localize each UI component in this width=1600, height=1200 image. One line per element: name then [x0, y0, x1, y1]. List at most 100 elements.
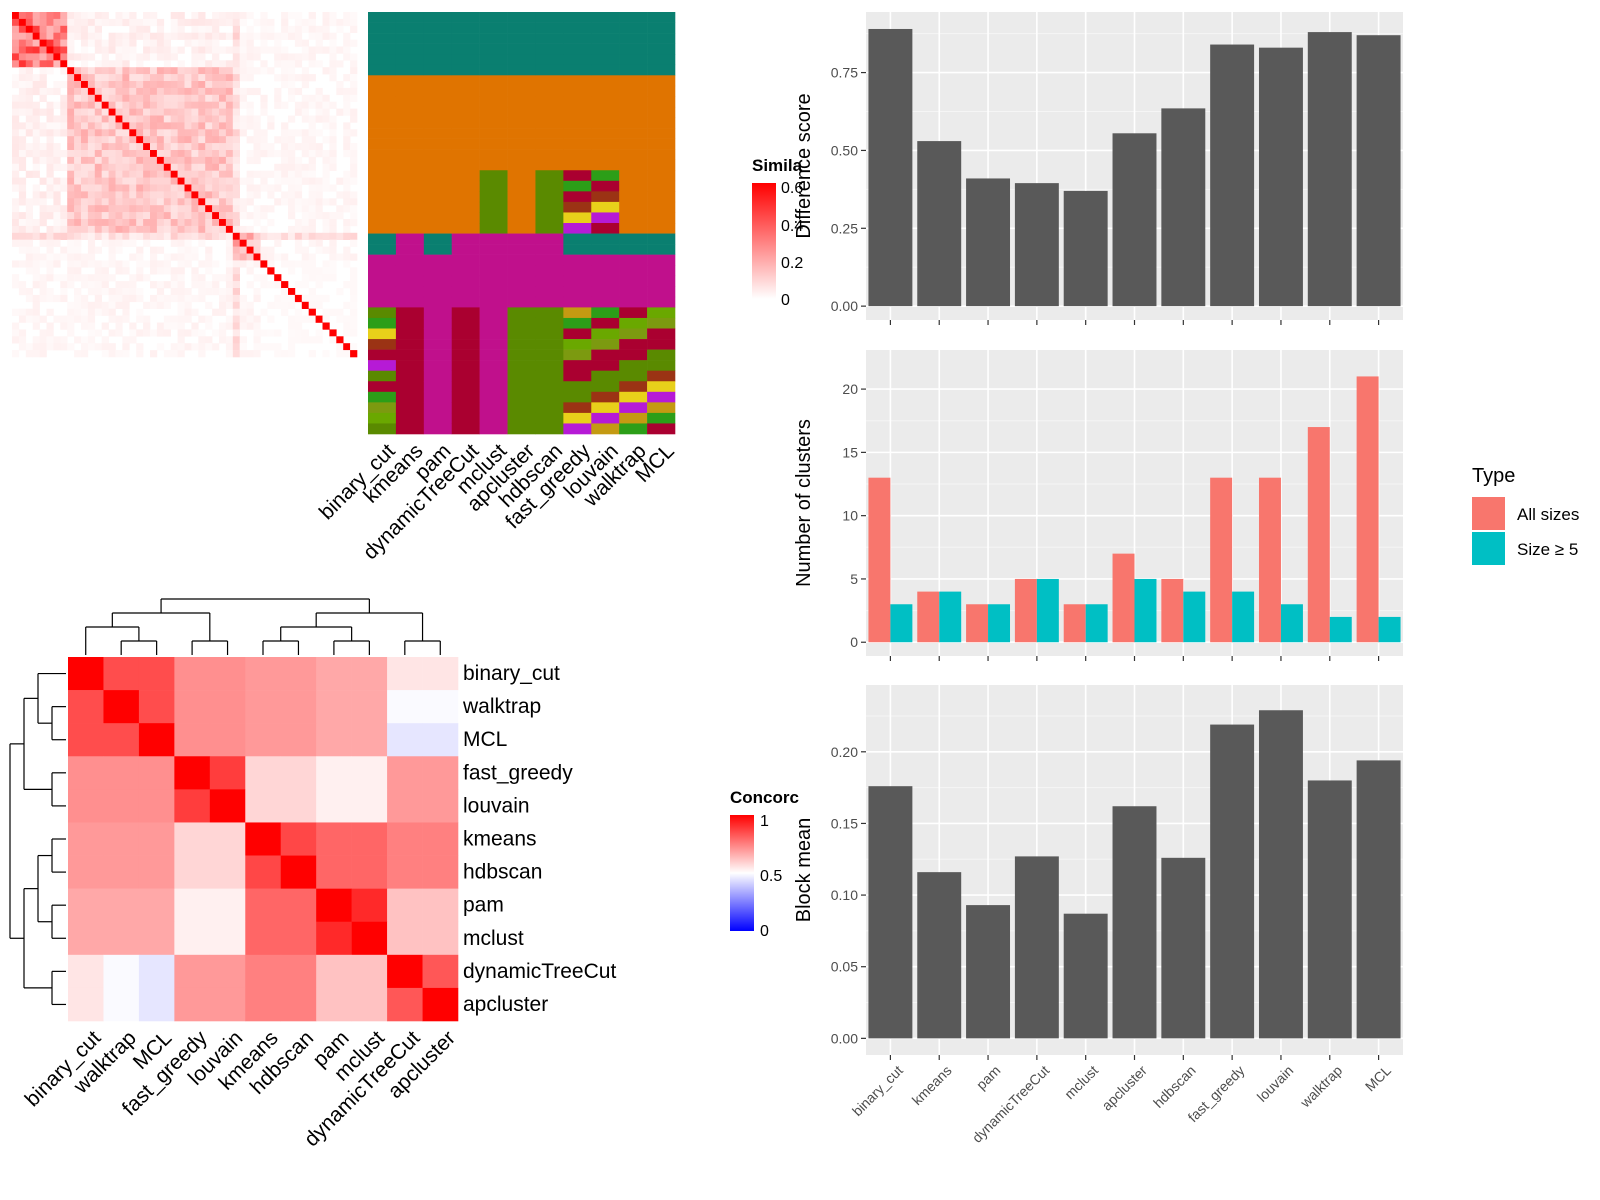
- similarity-cell: [315, 336, 323, 344]
- similarity-cell: [170, 53, 178, 61]
- cluster-cell: [563, 128, 592, 139]
- similarity-cell: [308, 219, 316, 227]
- similarity-cell: [67, 67, 75, 75]
- similarity-cell: [115, 74, 123, 82]
- similarity-cell: [53, 156, 61, 165]
- cluster-cell: [647, 423, 676, 435]
- cluster-cell: [619, 128, 648, 139]
- similarity-cell: [108, 115, 116, 123]
- similarity-cell: [115, 108, 123, 116]
- similarity-cell: [350, 288, 358, 296]
- similarity-cell: [156, 74, 165, 82]
- similarity-cell: [232, 315, 240, 323]
- similarity-cell: [129, 163, 137, 171]
- cluster-cell: [563, 54, 592, 66]
- similarity-cell: [87, 94, 96, 102]
- cluster-cell: [423, 159, 453, 171]
- similarity-cell: [143, 163, 151, 171]
- cluster-cell: [535, 212, 564, 224]
- cluster-cell: [647, 391, 676, 403]
- cluster-cell: [619, 33, 648, 44]
- similarity-cell: [32, 46, 40, 54]
- similarity-cell: [281, 232, 289, 240]
- similarity-cell: [212, 329, 220, 337]
- similarity-cell: [232, 212, 240, 220]
- similarity-cell: [101, 177, 109, 185]
- similarity-cell: [163, 253, 171, 261]
- cluster-cell: [507, 128, 536, 139]
- similarity-cell: [177, 253, 185, 261]
- similarity-cell: [184, 150, 192, 158]
- similarity-cell: [184, 253, 192, 261]
- y-tick-label: 20: [842, 381, 858, 397]
- similarity-cell: [225, 267, 234, 275]
- similarity-cell: [53, 25, 61, 33]
- similarity-cell: [212, 260, 220, 268]
- y-tick-label: 15: [842, 444, 858, 460]
- similarity-cell: [18, 25, 27, 33]
- similarity-cell: [191, 115, 199, 123]
- x-tick-label: walktrap: [1296, 1062, 1345, 1111]
- cluster-cell: [507, 317, 536, 329]
- similarity-cell: [74, 191, 82, 199]
- similarity-cell: [315, 191, 323, 199]
- similarity-cell: [191, 67, 199, 75]
- concordance-heatmap-panel: binary_cutwalktrapMCLfast_greedylouvaink…: [9, 598, 799, 1151]
- similarity-cell: [288, 294, 296, 303]
- similarity-cell: [53, 315, 61, 323]
- bar: [1014, 856, 1059, 1039]
- similarity-cell: [225, 46, 234, 54]
- similarity-cell: [322, 115, 330, 123]
- similarity-cell: [129, 87, 137, 96]
- similarity-legend-colorbar: [752, 183, 776, 299]
- similarity-cell: [246, 260, 254, 268]
- similarity-cell: [198, 115, 206, 123]
- similarity-cell: [39, 239, 47, 247]
- similarity-cell: [39, 67, 47, 75]
- cluster-cell: [451, 159, 480, 171]
- concordance-cell: [387, 987, 423, 1022]
- cluster-cell: [423, 254, 453, 266]
- cluster-cell: [395, 180, 425, 192]
- similarity-cell: [281, 143, 289, 151]
- similarity-cell: [239, 315, 247, 323]
- similarity-cell: [225, 260, 234, 268]
- similarity-cell: [308, 122, 316, 130]
- similarity-cell: [343, 94, 351, 102]
- cluster-cell: [451, 223, 480, 234]
- cluster-cell: [507, 180, 536, 192]
- similarity-cell: [74, 94, 82, 102]
- similarity-cell: [67, 32, 75, 40]
- similarity-cell: [81, 136, 89, 144]
- cluster-cell: [451, 402, 480, 414]
- similarity-cell: [219, 329, 227, 337]
- cluster-cell: [451, 317, 480, 329]
- similarity-cell: [288, 184, 296, 192]
- similarity-cell: [225, 315, 234, 323]
- similarity-cell: [184, 177, 192, 185]
- similarity-cell: [198, 288, 206, 296]
- similarity-legend-tick: 0.6: [781, 180, 803, 197]
- similarity-cell: [281, 74, 289, 82]
- similarity-cell: [294, 60, 303, 68]
- similarity-cell: [315, 198, 323, 206]
- similarity-cell: [32, 343, 40, 351]
- similarity-cell: [74, 205, 82, 213]
- similarity-cell: [329, 32, 337, 40]
- similarity-cell: [115, 246, 123, 254]
- cluster-cell: [423, 233, 453, 245]
- similarity-cell: [67, 163, 75, 171]
- similarity-cell: [94, 32, 102, 40]
- similarity-cell: [177, 81, 185, 89]
- similarity-cell: [74, 301, 82, 309]
- similarity-cell: [32, 267, 40, 275]
- similarity-cell: [115, 225, 123, 234]
- cluster-cell: [451, 296, 480, 308]
- similarity-cell: [191, 60, 199, 68]
- similarity-cell: [53, 294, 61, 303]
- similarity-cell: [246, 67, 254, 75]
- similarity-cell: [191, 12, 199, 20]
- similarity-cell: [60, 281, 68, 289]
- similarity-cell: [294, 336, 303, 344]
- cluster-cell: [395, 75, 425, 87]
